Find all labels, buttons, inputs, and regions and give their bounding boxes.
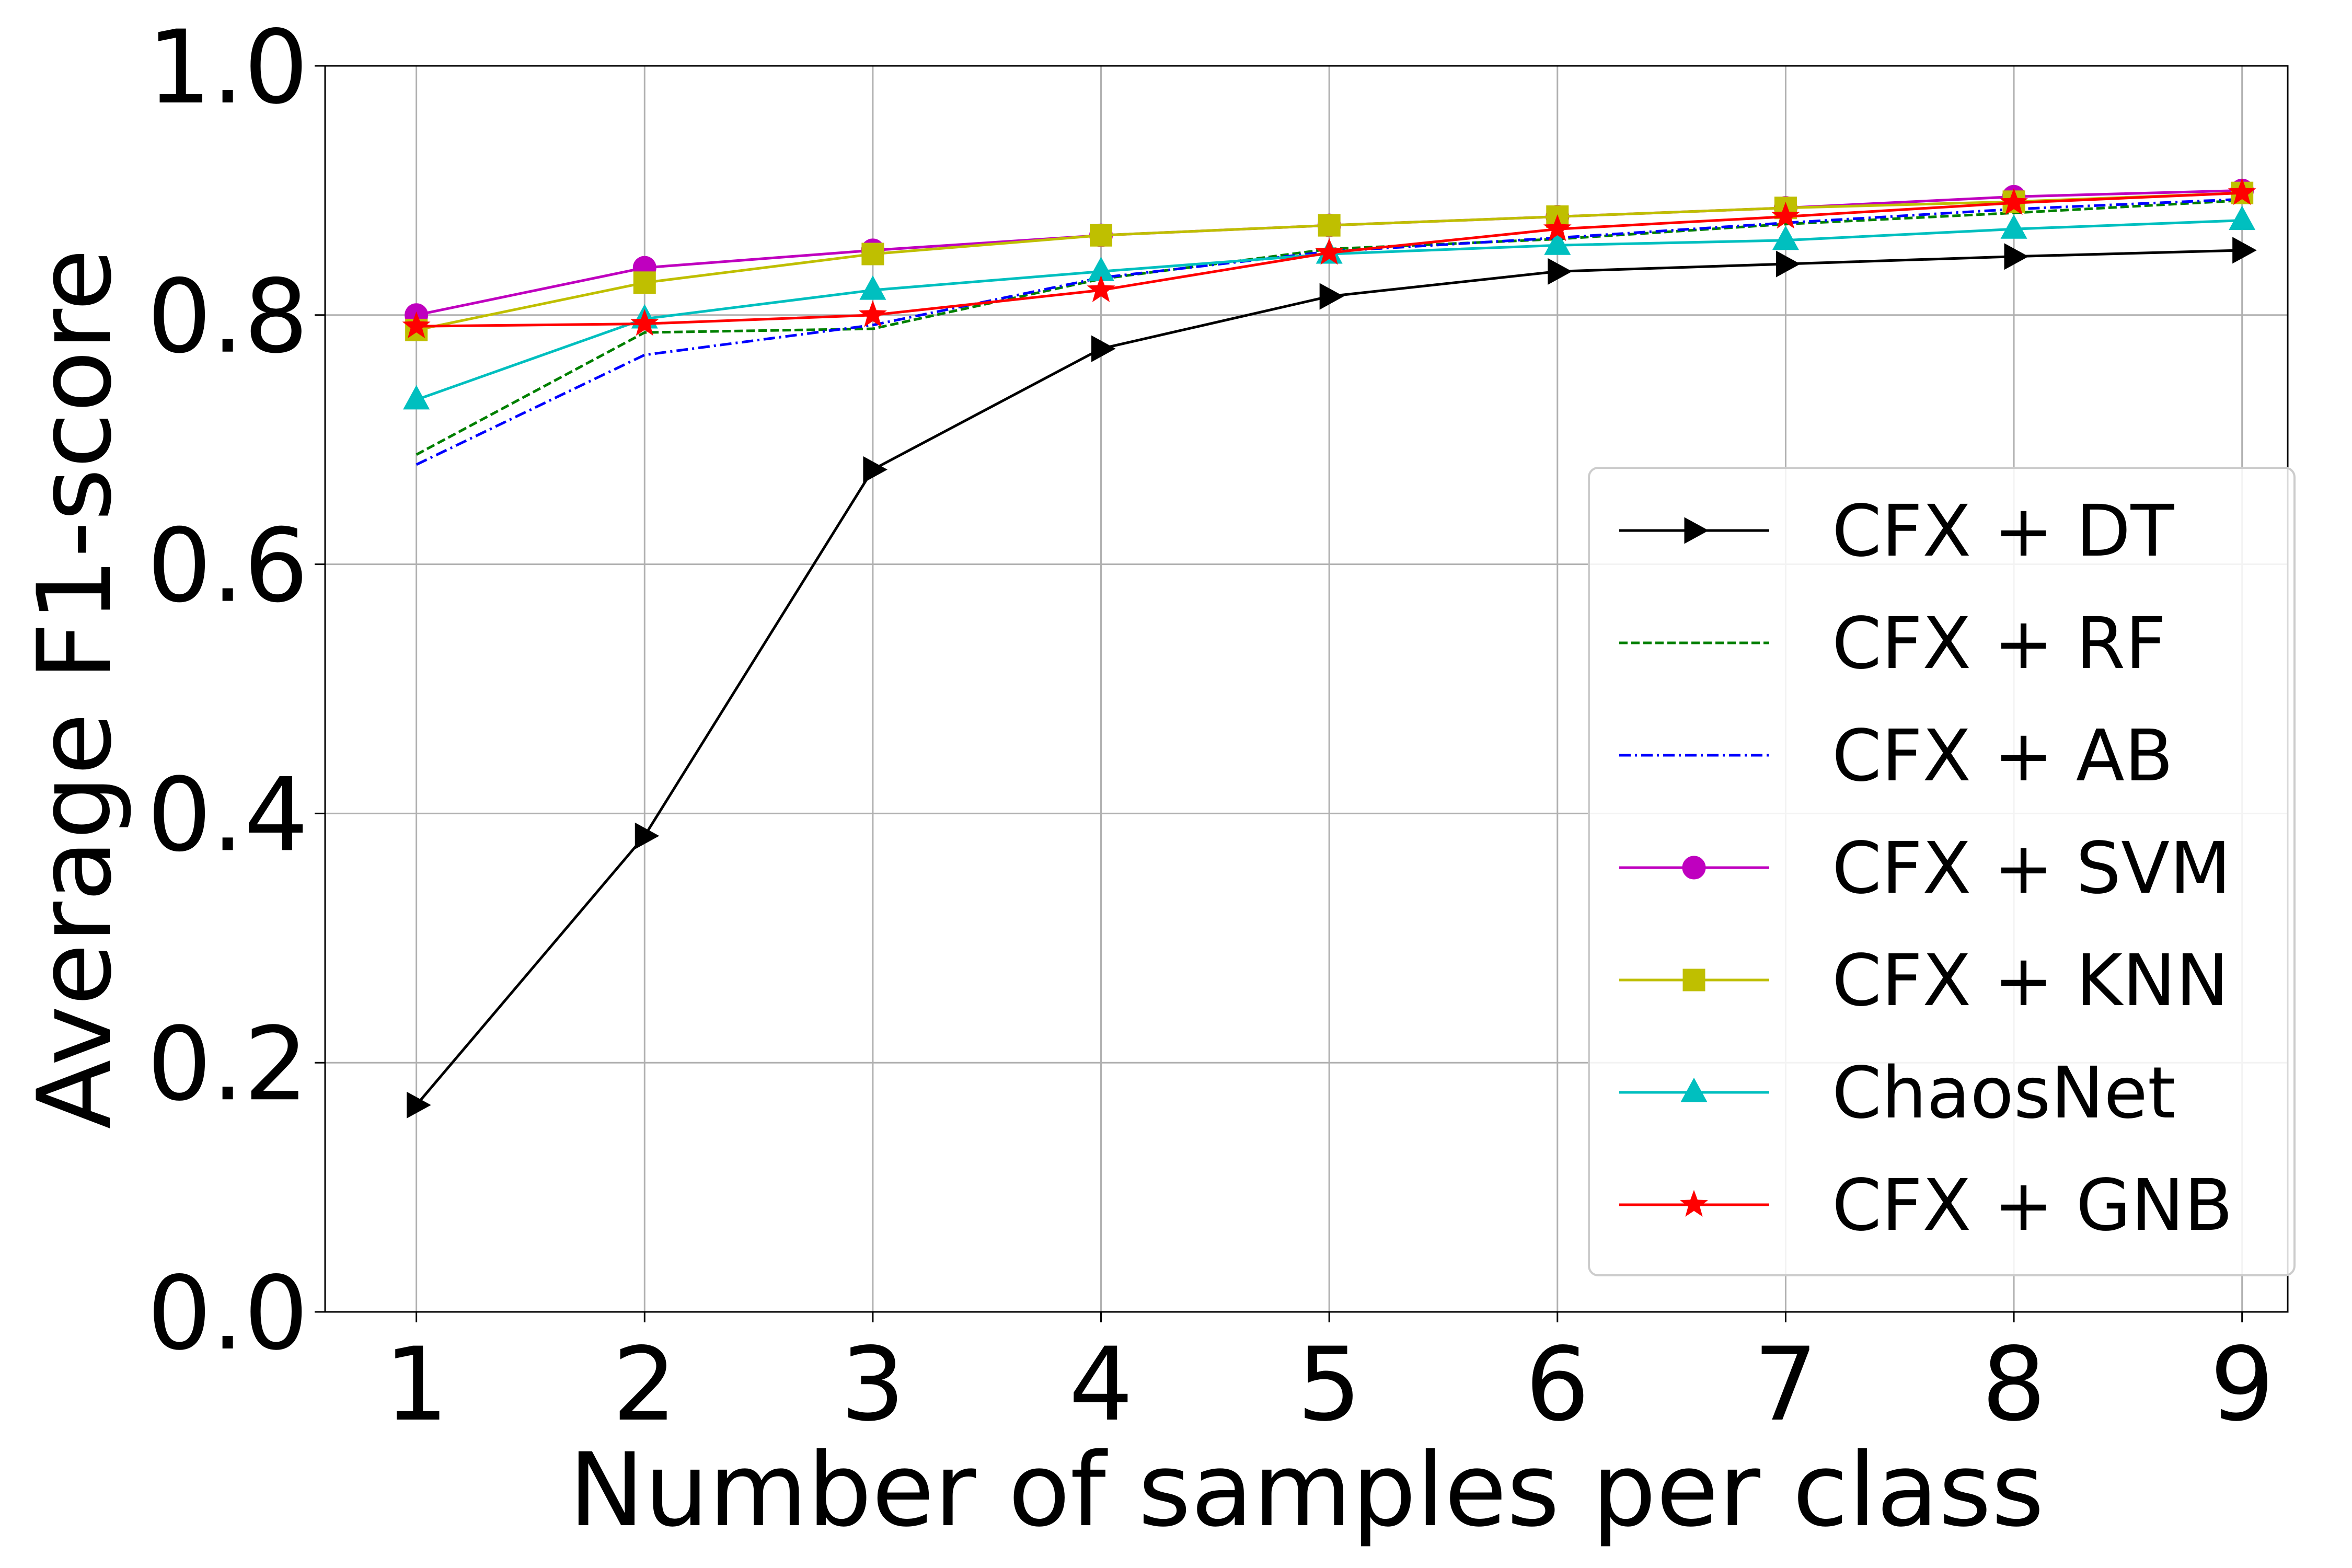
data-point-marker [1548, 258, 1572, 285]
legend-label: ChaosNet [1832, 1052, 2175, 1135]
data-point-marker [1090, 224, 1113, 247]
x-axis-title: Number of samples per class [569, 1431, 2044, 1549]
data-point-marker [1315, 238, 1344, 265]
x-tick-label: 3 [840, 1325, 905, 1444]
legend-label: CFX + SVM [1832, 827, 2231, 910]
y-tick-label: 0.8 [147, 258, 308, 376]
legend-box [1588, 467, 2296, 1276]
data-point-marker [1318, 214, 1341, 237]
data-point-marker [407, 1091, 431, 1119]
data-point-marker [402, 311, 431, 339]
data-point-marker [859, 275, 886, 300]
data-point-marker [1680, 1190, 1708, 1217]
data-point-marker [1684, 517, 1709, 544]
data-point-marker [1682, 969, 1705, 991]
legend-item: CFX + RF [1619, 603, 2166, 685]
x-tick-label: 6 [1525, 1325, 1589, 1444]
legend-item: ChaosNet [1619, 1052, 2175, 1135]
x-tick-label: 5 [1297, 1325, 1361, 1444]
data-point-marker [635, 822, 660, 849]
legend: CFX + DT CFX + RF CFX + AB CFX + SVM CFX + K… [1588, 467, 2296, 1276]
data-point-marker [2000, 214, 2027, 239]
series-cfx-dt [407, 237, 2257, 1119]
series-lines [402, 178, 2257, 1119]
data-point-marker [2229, 205, 2256, 230]
data-point-marker [1319, 283, 1344, 310]
data-point-marker [2004, 243, 2029, 270]
y-tick-label: 1.0 [147, 8, 308, 126]
legend-label: CFX + DT [1832, 490, 2174, 573]
legend-item: CFX + SVM [1619, 827, 2231, 910]
x-tick-label: 9 [2210, 1325, 2274, 1444]
legend-label: CFX + GNB [1832, 1165, 2233, 1247]
data-point-marker [1772, 225, 1799, 250]
legend-item: CFX + DT [1619, 490, 2174, 573]
data-point-marker [861, 243, 884, 266]
y-tick-label: 0.6 [147, 507, 308, 625]
x-tick-label: 7 [1754, 1325, 1818, 1444]
data-point-marker [1771, 202, 1800, 229]
legend-label: CFX + KNN [1832, 940, 2229, 1022]
x-tick-label: 4 [1069, 1325, 1133, 1444]
series-cfx-gnb [402, 178, 2256, 339]
y-tick-label: 0.2 [147, 1005, 308, 1123]
data-point-marker [1680, 1077, 1708, 1102]
data-point-marker [1543, 214, 1572, 241]
y-axis-title: Average F1-score [16, 249, 134, 1129]
x-tick-label: 2 [613, 1325, 677, 1444]
data-point-marker [1087, 275, 1115, 303]
legend-item: CFX + AB [1619, 715, 2173, 798]
data-point-marker [1682, 856, 1706, 880]
data-point-marker [858, 300, 887, 327]
legend-item: CFX + GNB [1619, 1165, 2233, 1247]
y-tick-label: 0.4 [147, 756, 308, 874]
data-point-marker [2228, 178, 2256, 205]
data-point-marker [2232, 237, 2257, 264]
data-point-marker [863, 456, 888, 483]
legend-label: CFX + AB [1832, 715, 2173, 798]
legend-label: CFX + RF [1832, 603, 2166, 685]
legend-item: CFX + KNN [1619, 940, 2229, 1022]
x-tick-label: 1 [384, 1325, 448, 1444]
data-point-marker [1544, 230, 1571, 255]
data-point-marker [633, 271, 656, 294]
data-point-marker [1775, 250, 1801, 278]
data-point-marker [1091, 335, 1116, 362]
data-point-marker [403, 385, 430, 410]
x-tick-label: 8 [1981, 1325, 2046, 1444]
data-point-marker [2000, 188, 2028, 215]
y-tick-label: 0.0 [147, 1254, 308, 1373]
axis-ticks: 1 2 3 4 5 6 7 8 9 0.0 0.2 0.4 0.6 0.8 1.0 [147, 8, 2274, 1444]
data-point-marker [630, 309, 659, 336]
